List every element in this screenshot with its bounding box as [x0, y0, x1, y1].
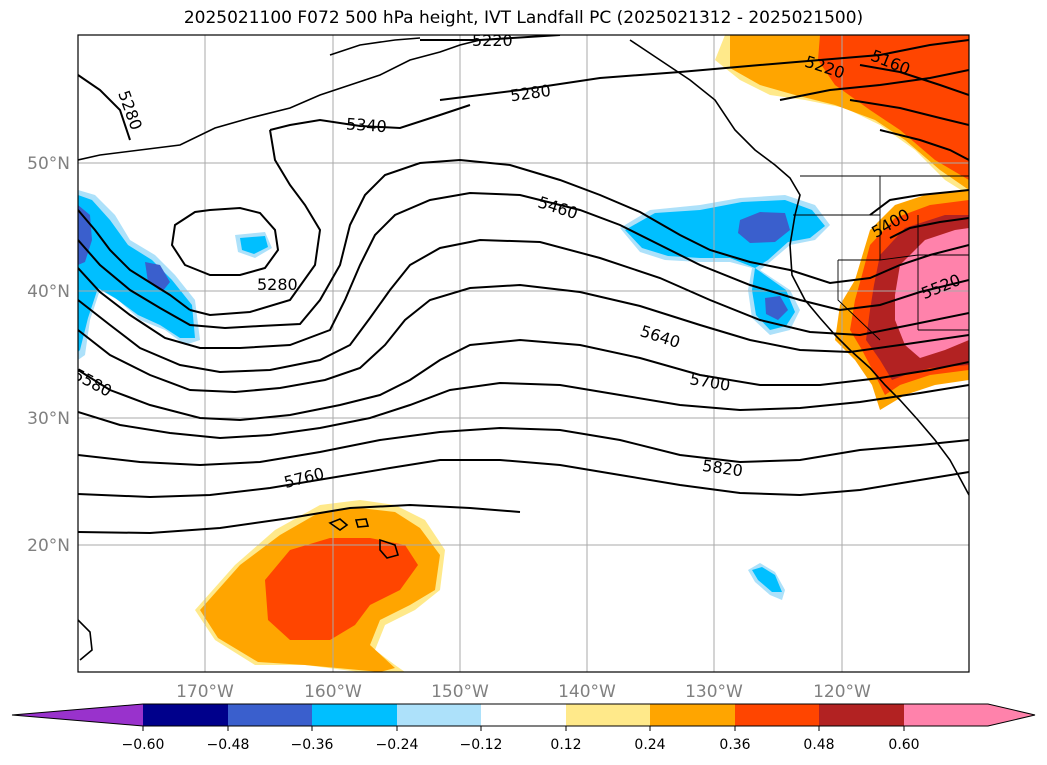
colorbar-segment — [312, 704, 397, 726]
lon-label: 160°W — [304, 682, 362, 702]
colorbar-extend-max — [988, 704, 1035, 726]
colorbar-ticks — [142, 726, 905, 731]
lon-label: 130°W — [685, 682, 743, 702]
contour-label: 5340 — [345, 114, 387, 136]
lat-label: 40°N — [27, 282, 70, 302]
height-contours — [78, 35, 969, 535]
colorbar-tick-label: −0.60 — [122, 737, 165, 753]
map-frame — [77, 34, 970, 673]
lat-label: 30°N — [27, 409, 70, 429]
map-area: 5220 5280 5280 5340 5280 5460 5580 5640 … — [78, 31, 969, 672]
state-borders — [793, 175, 969, 341]
coastlines — [78, 37, 969, 661]
colorbar-segment — [735, 704, 819, 726]
colorbar-segment — [397, 704, 481, 726]
map-title: 2025021100 F072 500 hPa height, IVT Land… — [183, 8, 864, 28]
lat-label: 20°N — [27, 536, 70, 556]
colorbar-segment — [566, 704, 650, 726]
colorbar-tick-label: −0.36 — [291, 737, 334, 753]
lon-label: 170°W — [176, 682, 234, 702]
lon-label: 120°W — [813, 682, 871, 702]
colorbar: −0.60 −0.48 −0.36 −0.24 −0.12 0.12 0.24 … — [11, 703, 1036, 753]
colorbar-segment — [904, 704, 988, 726]
contour-label: 5220 — [472, 31, 513, 50]
colorbar-tick-label: 0.12 — [550, 737, 581, 753]
map-gridlines — [78, 35, 969, 672]
lon-label: 140°W — [558, 682, 616, 702]
colorbar-segment — [819, 704, 904, 726]
colorbar-tick-label: 0.48 — [803, 737, 834, 753]
longitude-labels: 170°W 160°W 150°W 140°W 130°W 120°W — [176, 682, 871, 702]
colorbar-extend-min — [12, 704, 143, 726]
lat-label: 50°N — [27, 154, 70, 174]
latitude-labels: 50°N 40°N 30°N 20°N — [27, 154, 70, 556]
colorbar-segment — [650, 704, 735, 726]
lon-label: 150°W — [431, 682, 489, 702]
colorbar-tick-label: 0.60 — [888, 737, 919, 753]
colorbar-tick-label: 0.24 — [634, 737, 665, 753]
colorbar-tick-label: −0.24 — [376, 737, 419, 753]
colorbar-segment — [228, 704, 312, 726]
colorbar-segment — [143, 704, 228, 726]
colorbar-segment — [481, 704, 566, 726]
contour-label: 5280 — [257, 275, 298, 294]
colorbar-tick-label: 0.36 — [719, 737, 750, 753]
colorbar-tick-label: −0.48 — [207, 737, 250, 753]
colorbar-tick-label: −0.12 — [460, 737, 503, 753]
